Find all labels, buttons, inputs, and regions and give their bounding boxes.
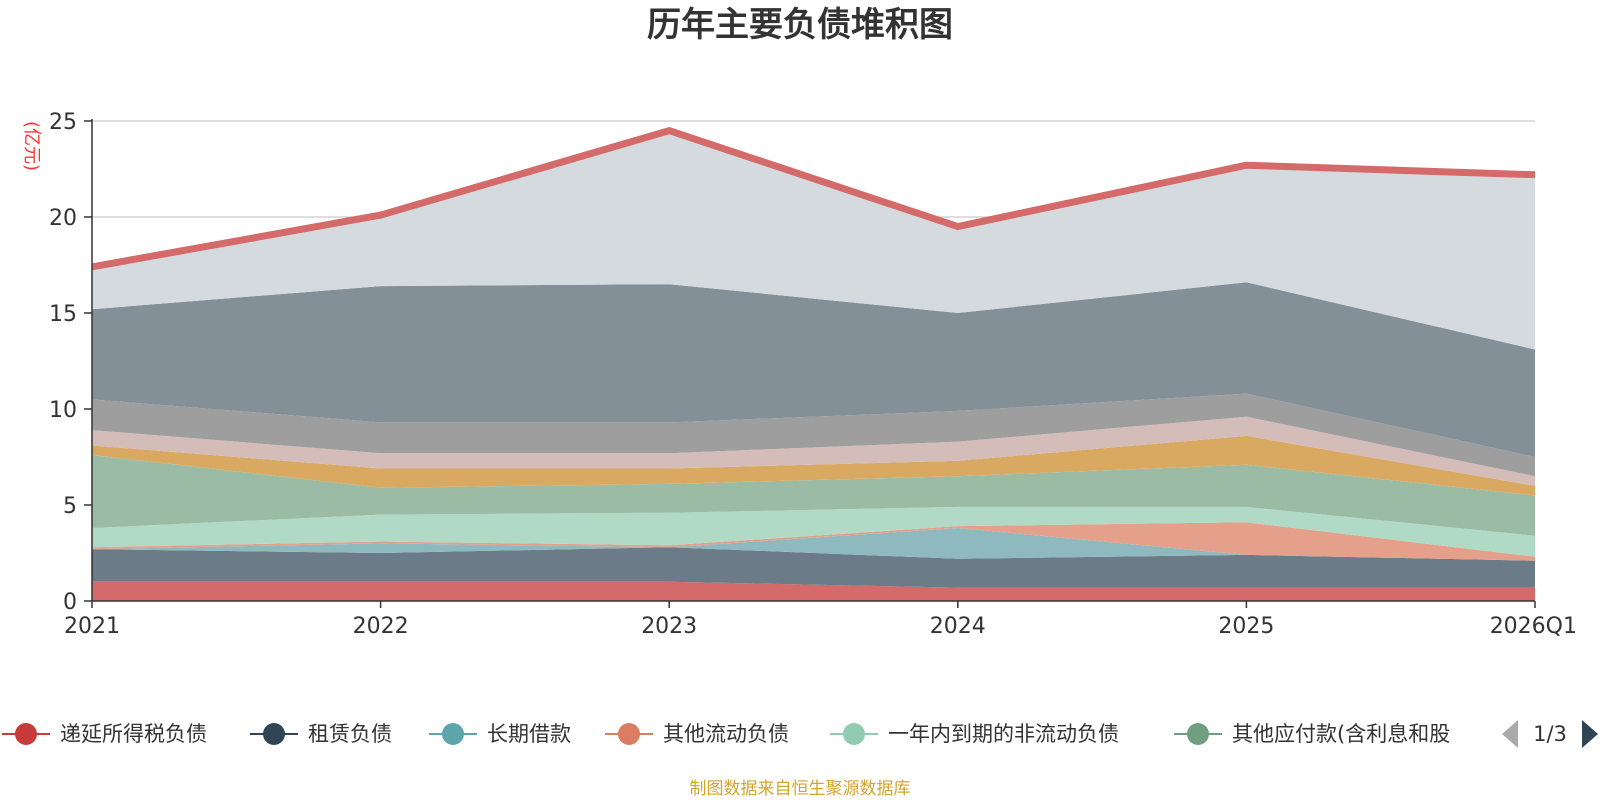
legend-label: 长期借款 <box>487 722 571 746</box>
total-line <box>91 127 1536 271</box>
legend-prev-icon[interactable] <box>1502 720 1518 748</box>
y-tick-label: 5 <box>63 494 77 519</box>
legend-label: 租赁负债 <box>308 722 392 746</box>
x-tick-label: 2024 <box>930 614 986 639</box>
chart-title: 历年主要负债堆积图 <box>647 5 953 45</box>
x-tick-label: 2025 <box>1218 614 1274 639</box>
total-series <box>91 127 1536 271</box>
area-series <box>92 130 1535 601</box>
legend-label: 一年内到期的非流动负债 <box>888 722 1119 746</box>
x-tick-label: 2026Q1 <box>1490 614 1577 639</box>
legend-marker-icon <box>843 723 865 745</box>
legend-item[interactable]: 长期借款 <box>429 722 571 746</box>
area-series-4 <box>92 522 1535 561</box>
legend-item[interactable]: 递延所得税负债 <box>2 722 207 746</box>
data-source-note: 制图数据来自恒生聚源数据库 <box>690 779 911 799</box>
legend-pager: 1/3 <box>1502 720 1598 748</box>
area-series-9 <box>92 393 1535 477</box>
x-tick-label: 2021 <box>64 614 120 639</box>
legend-label: 其他应付款(含利息和股 <box>1232 722 1450 746</box>
x-tick-label: 2022 <box>353 614 409 639</box>
y-tick-label: 20 <box>49 206 77 231</box>
legend-marker-icon <box>1187 723 1209 745</box>
legend-label: 其他流动负债 <box>663 722 789 746</box>
area-series-6 <box>92 455 1535 536</box>
y-tick-label: 10 <box>49 398 77 423</box>
legend-item[interactable]: 租赁负债 <box>250 722 392 746</box>
area-series-3 <box>92 528 1535 561</box>
legend-label: 递延所得税负债 <box>60 722 207 746</box>
legend: 递延所得税负债 租赁负债 长期借款 其他流动负债 一年内到期的非流动负债 其他应付款(含利… <box>2 722 1450 746</box>
legend-item[interactable]: 其他流动负债 <box>605 722 789 746</box>
legend-marker-icon <box>442 723 464 745</box>
y-tick-labels: 0 5 10 15 20 25 <box>49 110 77 615</box>
legend-item[interactable]: 一年内到期的非流动负债 <box>830 722 1119 746</box>
area-series-10 <box>92 282 1535 457</box>
legend-page-indicator: 1/3 <box>1533 722 1567 746</box>
x-tick-label: 2023 <box>641 614 697 639</box>
y-tick-label: 25 <box>49 110 77 135</box>
area-series-8 <box>92 416 1535 486</box>
y-tick-label: 0 <box>63 590 77 615</box>
area-series-5 <box>92 506 1535 557</box>
axes <box>84 119 1536 608</box>
y-tick-label: 15 <box>49 302 77 327</box>
legend-next-icon[interactable] <box>1582 720 1598 748</box>
area-series-1 <box>92 581 1535 601</box>
legend-marker-icon <box>618 723 640 745</box>
y-axis-unit: (亿元) <box>21 121 42 171</box>
area-series-11 <box>92 130 1535 350</box>
x-tick-labels: 2021 2022 2023 2024 2025 2026Q1 <box>64 614 1577 639</box>
area-series-2 <box>92 547 1535 588</box>
legend-marker-icon <box>263 723 285 745</box>
legend-marker-icon <box>15 723 37 745</box>
area-series-7 <box>92 435 1535 496</box>
legend-item[interactable]: 其他应付款(含利息和股 <box>1174 722 1450 746</box>
